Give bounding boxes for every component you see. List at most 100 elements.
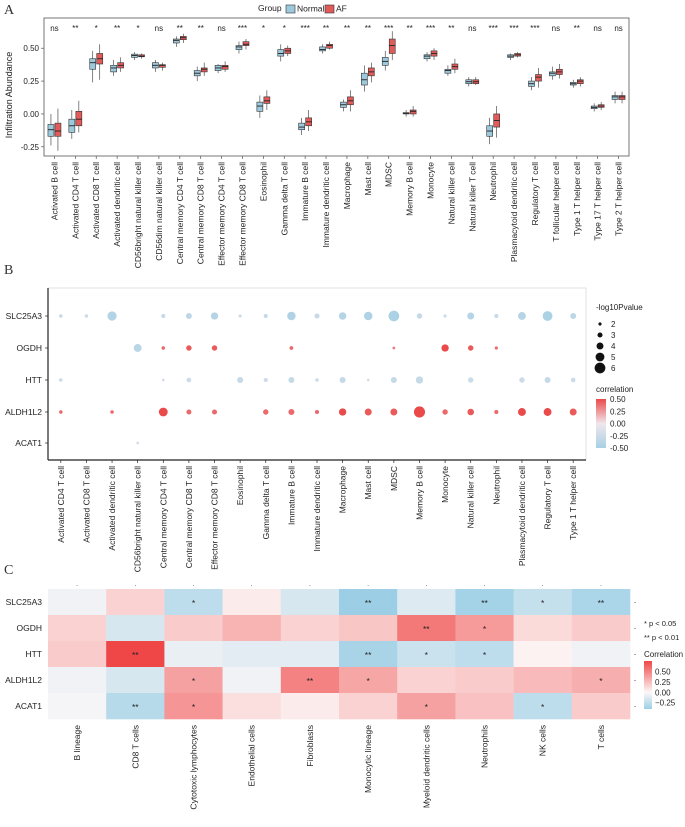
column-label: Gamma delta T cell: [261, 466, 271, 539]
color-legend-label: 0.25: [610, 407, 626, 416]
box-normal: [423, 54, 431, 60]
heatmap-cell: [280, 667, 340, 694]
heatmap-cell: [339, 693, 398, 720]
heatmap-cell: [280, 693, 340, 720]
legend-title: Group: [258, 3, 282, 13]
colorbar-label: 0.50: [655, 667, 671, 676]
bubble-point: [338, 312, 347, 320]
heatmap-cell: [397, 641, 456, 668]
bubble-point: [110, 410, 114, 414]
column-label: Endothelial cells: [247, 725, 257, 786]
cell-significance: *: [366, 676, 370, 686]
heatmap-cell: [455, 589, 514, 616]
x-tick-label: Activated CD8 T cell: [91, 162, 101, 239]
x-tick-label: Type 2 T helper cell: [614, 162, 624, 236]
heatmap-cell: [106, 589, 165, 616]
heatmap-cell: [106, 693, 165, 720]
bubble-point: [544, 377, 551, 383]
bubble-point: [569, 408, 577, 416]
heatmap-cell: [513, 667, 573, 694]
column-label: NK cells: [538, 725, 548, 756]
significance-label: ***: [384, 24, 393, 33]
row-tick-mark: -: [634, 600, 636, 606]
bubble-point: [263, 313, 268, 319]
significance-label: ns: [552, 24, 560, 33]
column-label: Neutrophil: [491, 466, 501, 505]
bubble-point: [442, 409, 448, 415]
bubble-point: [494, 313, 499, 319]
box-normal: [298, 122, 305, 131]
heatmap-cell: [222, 693, 282, 720]
significance-note-1: * p < 0.05: [644, 619, 676, 628]
column-label: CD8 T cells: [130, 725, 140, 769]
column-tick-mark: .: [193, 582, 195, 588]
color-legend-label: 0.00: [610, 420, 626, 429]
x-tick-label: Natural killer T cell: [467, 162, 477, 232]
group-legend: Group Normal AF: [258, 3, 347, 14]
box-af: [535, 74, 542, 82]
significance-label: *: [262, 24, 265, 33]
column-tick-mark: .: [134, 582, 136, 588]
cell-significance: *: [192, 702, 196, 712]
heatmap-cell: [571, 667, 631, 694]
bubble-point: [467, 377, 474, 383]
size-legend-label: 5: [611, 353, 616, 362]
significance-label: **: [177, 24, 183, 33]
bubble-point: [210, 312, 219, 320]
box-normal: [47, 124, 55, 137]
column-tick-mark: .: [309, 582, 311, 588]
legend-label-af: AF: [336, 4, 347, 14]
cell-significance: *: [192, 676, 196, 686]
bubble-point: [263, 409, 269, 415]
bubble-point: [161, 346, 166, 350]
bubble-point: [443, 314, 447, 318]
size-legend: -log10Pvalue: [596, 303, 643, 312]
y-axis-label: Infiltration Abundance: [4, 52, 14, 139]
bubble-point: [543, 408, 552, 416]
heatmap-cell: [339, 589, 398, 616]
cell-significance: *: [425, 650, 429, 660]
bubble-point: [59, 410, 63, 414]
box-af: [388, 38, 396, 54]
column-label: Myeloid dendritic cells: [421, 725, 431, 808]
cell-significance: **: [365, 598, 372, 608]
cell-significance: *: [599, 676, 603, 686]
box-normal: [110, 65, 117, 73]
significance-label: **: [407, 24, 413, 33]
bubble-point: [186, 377, 192, 383]
column-label: Plasmacytoid dendritic cell: [517, 466, 527, 566]
column-tick-mark: .: [251, 582, 253, 588]
size-legend-dot: [597, 332, 603, 338]
column-label: Central memory CD4 T cell: [158, 466, 168, 568]
bubble-point: [161, 313, 166, 319]
bubble-point: [415, 376, 424, 384]
bubble-panel: -log10Pvalue correlation SLC25A3 OGDH HTT A…: [5, 287, 643, 572]
column-label: Neutrophils: [480, 725, 490, 768]
significance-label: ***: [489, 24, 498, 33]
bubble-point: [161, 378, 165, 382]
column-tick-mark: .: [600, 582, 602, 588]
column-label: Natural killer cell: [466, 466, 476, 528]
bubble-point: [338, 408, 347, 416]
box-af: [54, 122, 62, 137]
size-legend-label: 3: [611, 331, 616, 340]
x-tick-label: Activated B cell: [49, 162, 59, 220]
box-af: [409, 109, 417, 115]
cell-significance: *: [192, 598, 196, 608]
plot-frame: [43, 17, 630, 157]
color-legend-label: -0.25: [610, 432, 629, 441]
y-tick-label: 0.50: [23, 44, 39, 53]
row-label: ACAT1: [15, 438, 42, 448]
bubble-point: [519, 377, 525, 383]
heatmap-cell: [164, 615, 223, 642]
x-tick-label: CD56dim natural killer cell: [154, 162, 164, 261]
heatmap-cell: [455, 615, 514, 642]
heatmap-cell: [397, 589, 456, 616]
bubble-point: [570, 377, 576, 383]
heatmap-cell: [455, 641, 514, 668]
row-label: OGDH: [17, 343, 43, 353]
column-label: Activated CD4 T cell: [56, 466, 66, 543]
x-tick-label: Eosinophil: [258, 162, 268, 201]
significance-label: *: [136, 24, 139, 33]
significance-label: ns: [614, 24, 622, 33]
